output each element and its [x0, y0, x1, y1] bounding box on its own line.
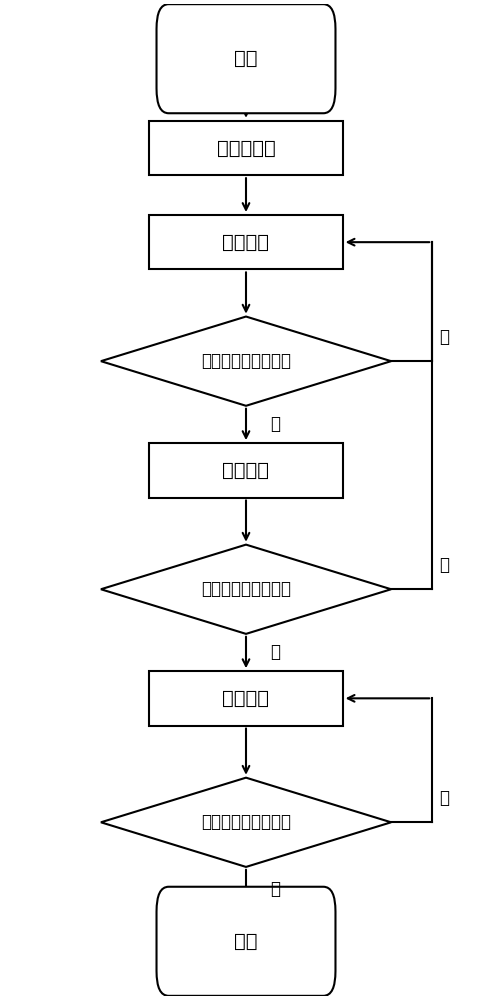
Text: 开始: 开始 — [234, 49, 258, 68]
Text: 是: 是 — [270, 880, 280, 898]
Text: 结束: 结束 — [234, 932, 258, 951]
FancyBboxPatch shape — [156, 4, 336, 113]
Text: 初始化参数: 初始化参数 — [216, 138, 276, 157]
FancyBboxPatch shape — [156, 887, 336, 996]
Text: 繁殖过程: 繁殖过程 — [222, 461, 270, 480]
Text: 是: 是 — [270, 415, 280, 433]
Text: 迁徙次数是否达到？: 迁徙次数是否达到？ — [201, 813, 291, 831]
Bar — [149, 215, 343, 269]
Text: 趋化次数是否达到？: 趋化次数是否达到？ — [201, 352, 291, 370]
Text: 否: 否 — [439, 789, 450, 807]
Bar — [149, 671, 343, 726]
Text: 否: 否 — [439, 556, 450, 574]
Bar — [149, 121, 343, 175]
Text: 迁徙过程: 迁徙过程 — [222, 689, 270, 708]
Text: 是: 是 — [270, 643, 280, 661]
Text: 繁殖次数是否达到？: 繁殖次数是否达到？ — [201, 580, 291, 598]
Polygon shape — [101, 778, 391, 867]
Text: 否: 否 — [439, 328, 450, 346]
Text: 趋化过程: 趋化过程 — [222, 233, 270, 252]
Polygon shape — [101, 317, 391, 406]
Bar — [149, 443, 343, 498]
Polygon shape — [101, 545, 391, 634]
